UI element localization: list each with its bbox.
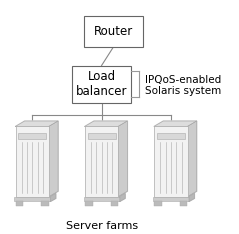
Bar	[18, 133, 46, 139]
Text: Router: Router	[94, 25, 133, 38]
Bar	[153, 197, 189, 201]
Bar	[180, 201, 187, 206]
Bar	[16, 126, 49, 197]
Bar	[154, 126, 188, 197]
Bar	[85, 126, 118, 197]
Polygon shape	[154, 121, 197, 126]
Bar	[41, 201, 49, 206]
Polygon shape	[50, 194, 56, 201]
Bar	[16, 201, 23, 206]
Polygon shape	[188, 121, 197, 197]
Bar	[87, 133, 116, 139]
Bar	[83, 197, 120, 201]
Bar	[154, 201, 162, 206]
Bar	[85, 201, 92, 206]
Polygon shape	[118, 121, 127, 197]
Polygon shape	[16, 121, 58, 126]
Text: Server farms: Server farms	[65, 221, 138, 231]
Polygon shape	[85, 121, 127, 126]
Polygon shape	[120, 194, 125, 201]
Bar	[14, 197, 50, 201]
Bar	[157, 133, 185, 139]
Bar	[84, 16, 143, 47]
Polygon shape	[189, 194, 194, 201]
Text: IPQoS-enabled
Solaris system: IPQoS-enabled Solaris system	[145, 75, 221, 96]
Text: Load
balancer: Load balancer	[76, 70, 127, 98]
Bar	[111, 201, 118, 206]
Bar	[72, 66, 131, 103]
Polygon shape	[49, 121, 58, 197]
